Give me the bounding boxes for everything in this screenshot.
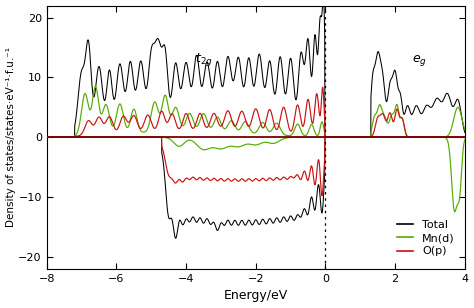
Text: e$_g$: e$_g$ bbox=[412, 53, 427, 68]
X-axis label: Energy/eV: Energy/eV bbox=[224, 290, 288, 302]
Text: t$_{2g}$: t$_{2g}$ bbox=[195, 51, 212, 68]
Legend: Total, Mn(d), O(p): Total, Mn(d), O(p) bbox=[392, 215, 459, 261]
Y-axis label: Density of states/states·eV⁻¹·f.u.⁻¹: Density of states/states·eV⁻¹·f.u.⁻¹ bbox=[6, 47, 16, 227]
